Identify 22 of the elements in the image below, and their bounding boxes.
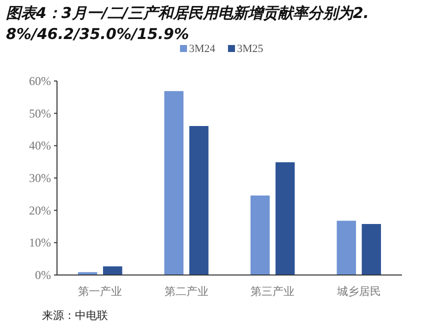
y-tick-label: 10% — [29, 236, 51, 250]
bar — [360, 223, 382, 276]
y-tick-label: 0% — [35, 268, 51, 282]
bar — [163, 90, 184, 276]
bar — [250, 194, 271, 276]
bar — [188, 125, 210, 276]
x-tick-label: 第三产业 — [250, 285, 295, 298]
legend-label: 3M25 — [237, 43, 264, 55]
legend-label: 3M24 — [189, 43, 216, 55]
bar — [274, 161, 296, 276]
y-tick-label: 30% — [29, 171, 51, 185]
y-tick-label: 20% — [29, 203, 51, 218]
x-tick-label: 城乡居民 — [336, 285, 381, 298]
source-note: 来源：中电联 — [42, 309, 108, 322]
y-tick-label: 40% — [29, 138, 51, 153]
x-tick-label: 第二产业 — [164, 285, 208, 298]
chart-title: 图表4：3月一/二/三产和居民用电新增贡献率分别为2.8%/46.2/35.0%/15.9% — [6, 4, 369, 43]
bar — [336, 220, 357, 276]
y-tick-label: 50% — [29, 106, 51, 120]
x-tick-label: 第一产业 — [78, 285, 122, 298]
bar — [102, 266, 124, 276]
y-tick-label: 60% — [29, 74, 51, 88]
